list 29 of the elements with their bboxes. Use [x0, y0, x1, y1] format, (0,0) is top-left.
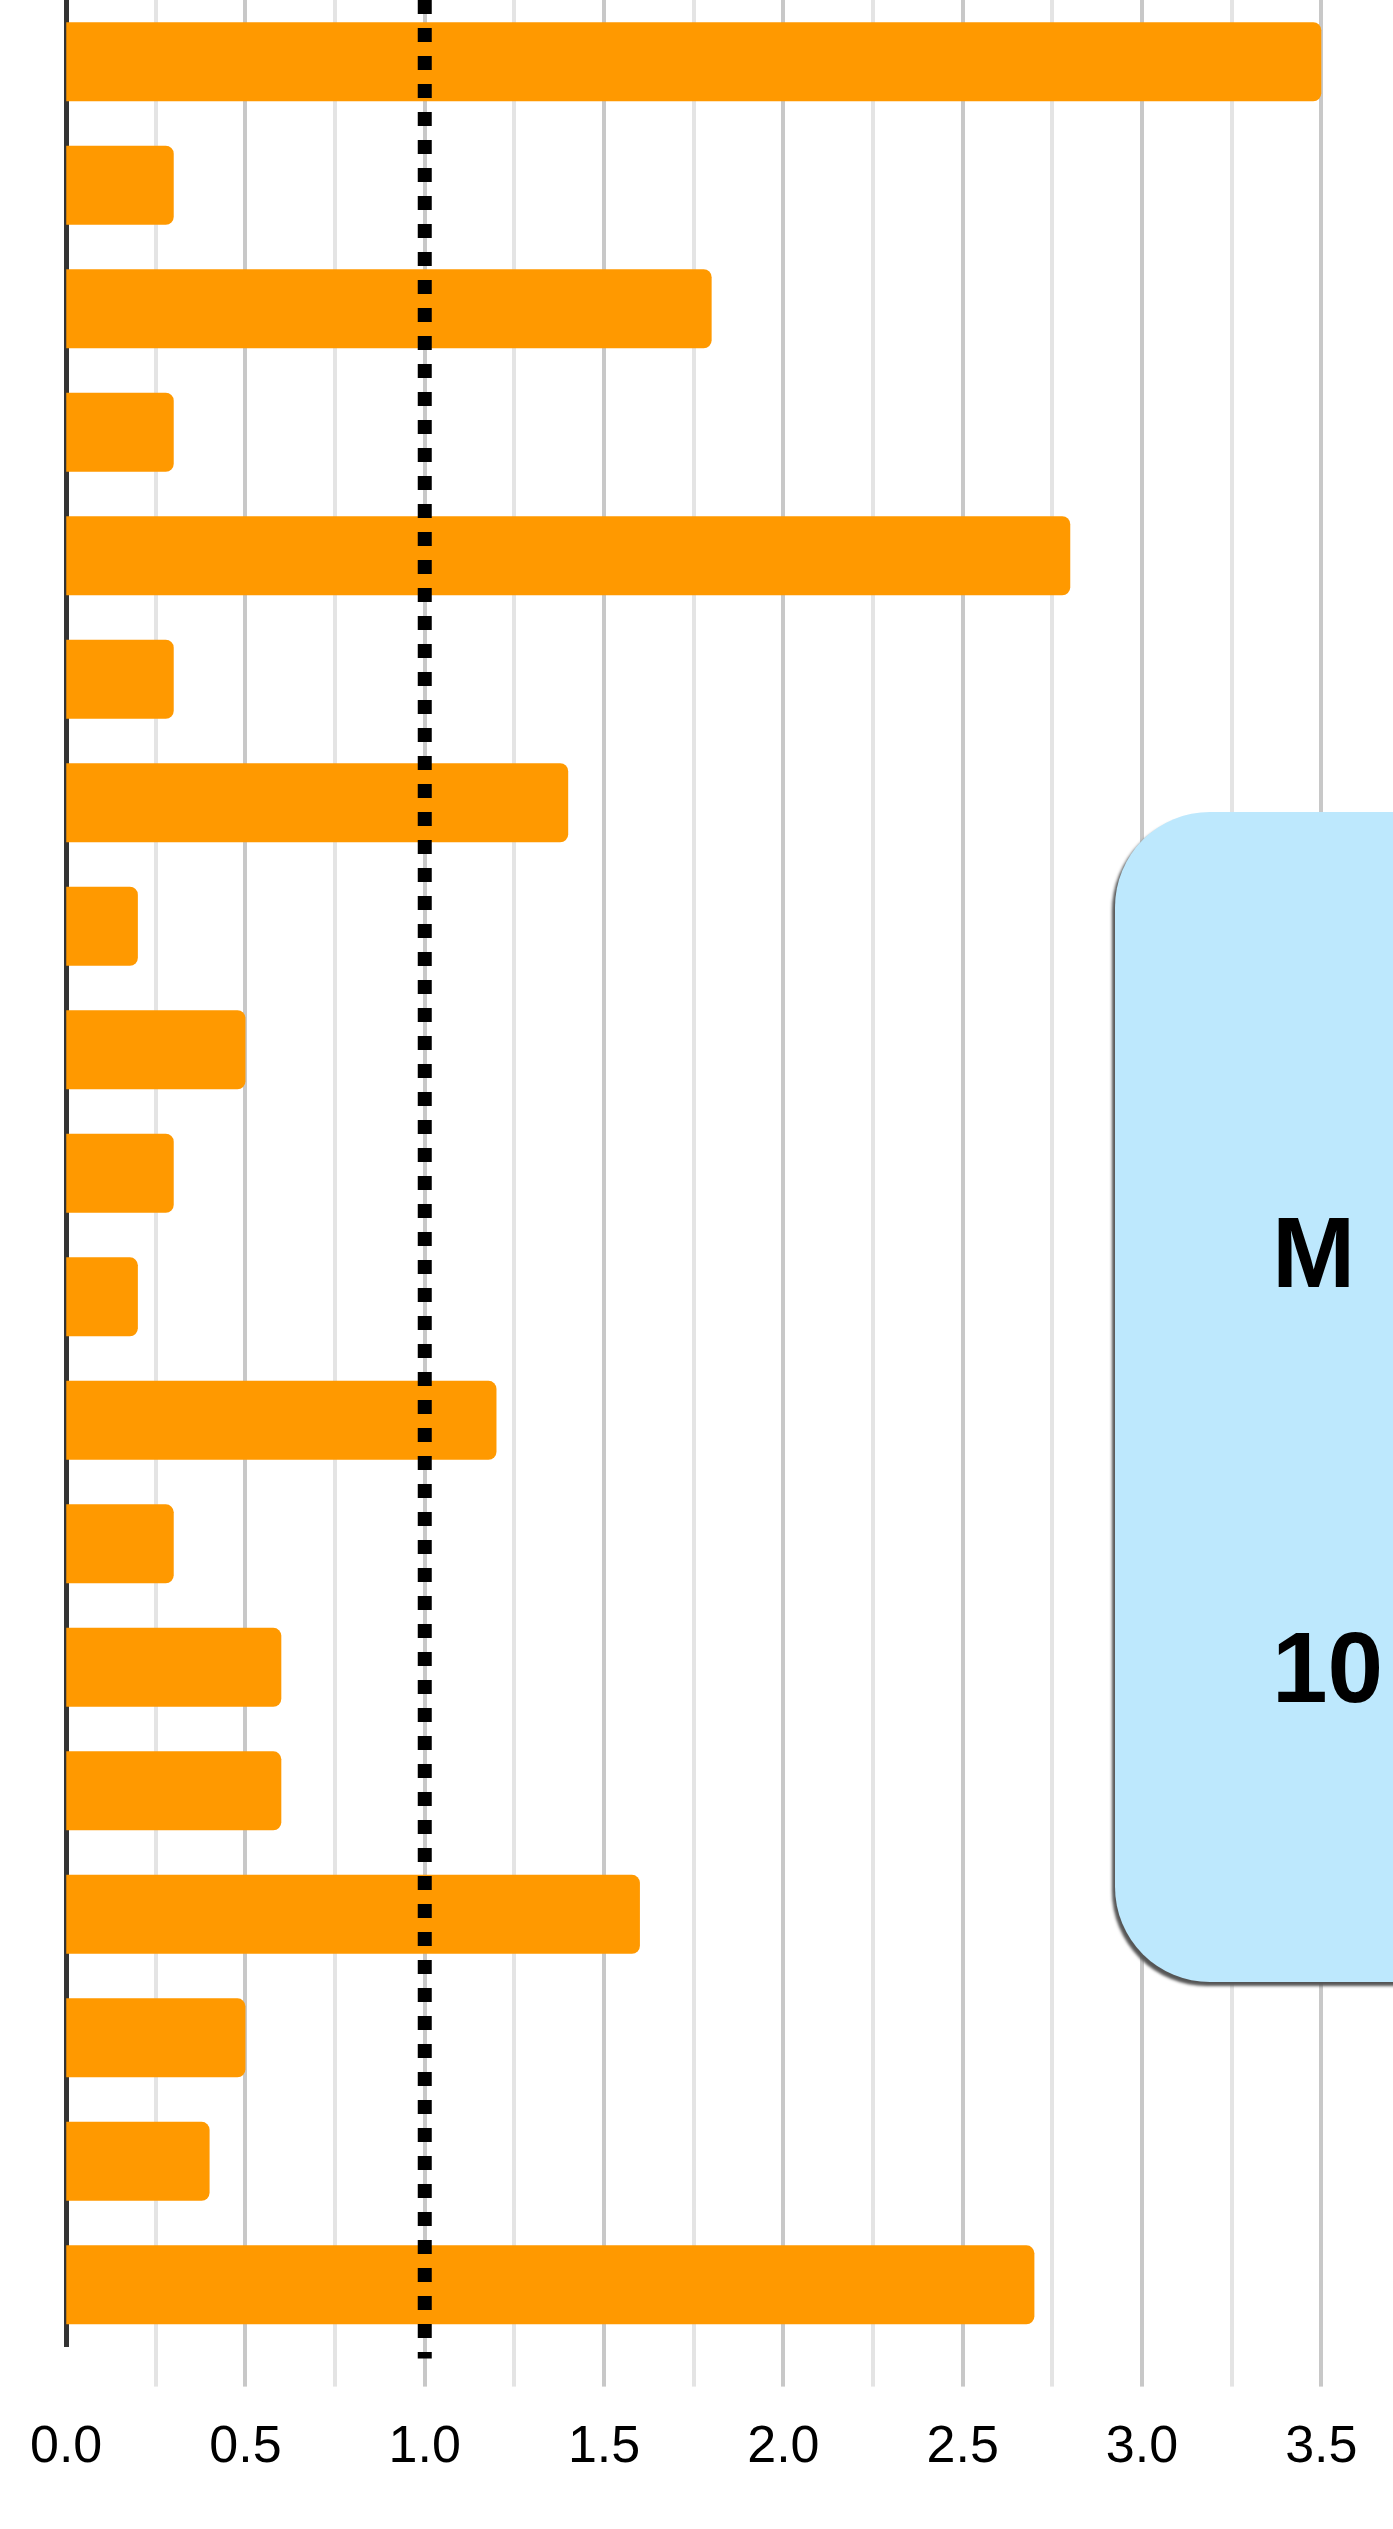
bar — [66, 269, 712, 349]
x-tick-label: 0.0 — [30, 2415, 103, 2474]
bar — [66, 639, 174, 719]
bar — [66, 2245, 1035, 2325]
bar — [66, 392, 174, 472]
bar — [66, 1380, 497, 1460]
bar — [66, 516, 1071, 596]
annotation: 10 — [1272, 1610, 1384, 1725]
bar — [66, 1627, 282, 1707]
x-tick-label: 2.0 — [747, 2415, 820, 2474]
annotation: M — [1272, 1195, 1356, 1310]
x-tick-label: 3.5 — [1285, 2415, 1358, 2474]
x-tick-label: 1.5 — [567, 2415, 641, 2474]
bar — [66, 145, 174, 225]
x-tick-label: 3.0 — [1105, 2415, 1179, 2474]
bar — [66, 1010, 246, 1090]
bar — [66, 1257, 138, 1337]
bar — [66, 22, 1322, 102]
x-tick-label: 2.5 — [926, 2415, 999, 2474]
x-tick-label: 0.5 — [209, 2415, 282, 2474]
bar — [66, 1998, 246, 2078]
bar — [66, 1874, 640, 1954]
bar — [66, 763, 569, 843]
bar — [66, 1504, 174, 1584]
x-tick-label: 1.0 — [388, 2415, 461, 2474]
bar — [66, 886, 138, 966]
bar — [66, 1133, 174, 1213]
bar — [66, 2121, 210, 2201]
bar — [66, 1751, 282, 1831]
